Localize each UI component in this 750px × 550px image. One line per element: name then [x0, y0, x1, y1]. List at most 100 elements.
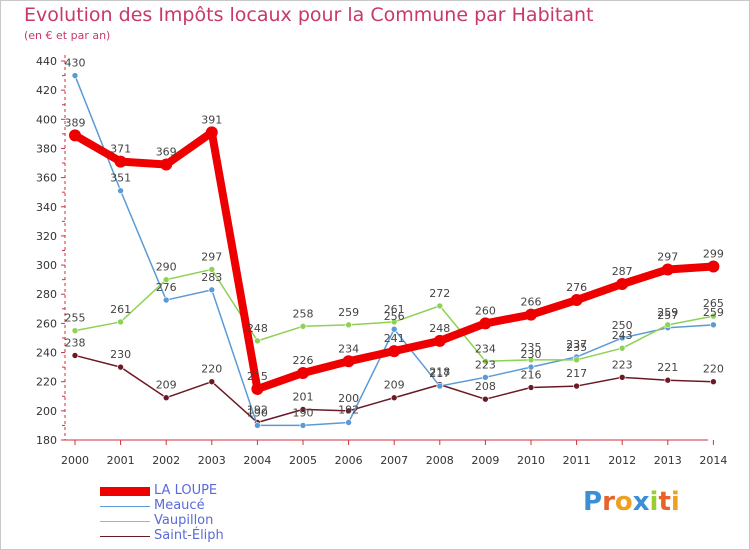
- x-tick-label: 2002: [152, 454, 180, 467]
- data-point-meauc: [527, 363, 535, 371]
- y-tick-label: 340: [36, 201, 57, 214]
- y-tick-label: 380: [36, 142, 57, 155]
- data-label-vaupillon: 259: [657, 306, 678, 319]
- legend-swatch-saint-eliph: [100, 536, 150, 537]
- data-point-saint-liph: [664, 376, 672, 384]
- logo-letter: r: [602, 487, 615, 517]
- data-point-la-loupe: [160, 158, 173, 171]
- x-tick-label: 2012: [608, 454, 636, 467]
- data-point-meauc: [299, 422, 307, 429]
- data-point-saint-liph: [527, 384, 535, 391]
- logo-letter: o: [614, 487, 633, 517]
- data-label-la-loupe: 276: [566, 281, 587, 294]
- x-tick-label: 2010: [517, 454, 545, 467]
- data-label-saint-liph: 192: [247, 404, 268, 417]
- data-label-vaupillon: 290: [156, 261, 177, 274]
- data-point-vaupillon: [527, 356, 535, 364]
- data-label-vaupillon: 235: [566, 341, 587, 354]
- data-point-vaupillon: [390, 318, 398, 326]
- data-point-vaupillon: [299, 322, 307, 330]
- data-point-meauc: [208, 286, 216, 294]
- data-label-vaupillon: 265: [703, 297, 724, 310]
- y-tick-label: 300: [36, 259, 57, 272]
- x-tick-label: 2004: [243, 454, 271, 467]
- legend-label: Saint-Éliph: [154, 528, 224, 543]
- data-point-meauc: [482, 374, 489, 381]
- data-label-vaupillon: 272: [429, 287, 450, 300]
- legend-label: Vaupillon: [154, 513, 214, 528]
- data-point-vaupillon: [664, 321, 672, 329]
- legend-item-vaupillon: Vaupillon: [100, 514, 300, 529]
- data-point-meauc: [71, 72, 79, 79]
- y-tick-label: 260: [36, 317, 57, 330]
- x-tick-label: 2013: [654, 454, 682, 467]
- legend-swatch-la-loupe: [100, 487, 150, 496]
- data-point-la-loupe: [69, 129, 81, 142]
- logo-letter: x: [632, 487, 650, 517]
- data-label-la-loupe: 371: [110, 143, 131, 156]
- data-label-la-loupe: 369: [156, 145, 177, 158]
- data-point-la-loupe: [525, 308, 537, 321]
- x-tick-label: 2011: [563, 454, 591, 467]
- legend-swatch-vaupillon: [100, 521, 150, 522]
- y-tick-label: 320: [36, 230, 57, 243]
- data-label-meauc: 192: [338, 404, 359, 417]
- data-label-la-loupe: 215: [247, 370, 268, 383]
- data-label-saint-liph: 216: [521, 369, 542, 382]
- data-label-la-loupe: 226: [293, 354, 314, 367]
- legend-item-saint-eliph: Saint-Éliph: [100, 529, 300, 544]
- data-label-meauc: 190: [293, 406, 314, 419]
- data-point-meauc: [345, 419, 352, 426]
- data-point-la-loupe: [205, 126, 218, 139]
- data-label-meauc: 217: [429, 367, 450, 380]
- data-point-vaupillon: [208, 266, 216, 273]
- data-label-la-loupe: 260: [475, 304, 496, 317]
- data-label-la-loupe: 299: [703, 248, 724, 261]
- x-tick-label: 2005: [289, 454, 317, 467]
- data-point-vaupillon: [117, 318, 124, 326]
- x-tick-label: 2003: [198, 454, 226, 467]
- data-label-vaupillon: 248: [247, 322, 268, 335]
- legend-item-meauce: Meaucé: [100, 499, 300, 514]
- legend-swatch-meauce: [100, 506, 150, 507]
- data-label-la-loupe: 389: [65, 116, 86, 129]
- data-label-vaupillon: 261: [384, 303, 405, 316]
- data-label-meauc: 256: [384, 310, 405, 323]
- x-tick-label: 2009: [471, 454, 499, 467]
- data-point-vaupillon: [710, 312, 717, 320]
- data-point-meauc: [390, 325, 398, 333]
- y-tick-label: 440: [36, 55, 57, 68]
- x-tick-label: 2008: [426, 454, 454, 467]
- data-label-saint-liph: 223: [612, 358, 633, 371]
- data-label-meauc: 237: [566, 338, 587, 351]
- x-tick-label: 2000: [61, 454, 89, 467]
- data-label-la-loupe: 297: [657, 250, 678, 263]
- data-label-vaupillon: 243: [612, 329, 633, 342]
- data-label-la-loupe: 287: [612, 265, 633, 278]
- data-point-saint-liph: [710, 378, 717, 385]
- x-tick-label: 2014: [699, 454, 727, 467]
- data-point-saint-liph: [208, 378, 216, 385]
- data-label-meauc: 190: [247, 406, 268, 419]
- data-label-saint-liph: 209: [384, 379, 405, 392]
- data-label-saint-liph: 200: [338, 392, 359, 405]
- y-tick-label: 280: [36, 288, 57, 301]
- data-label-saint-liph: 221: [657, 361, 678, 374]
- data-point-saint-liph: [573, 382, 580, 390]
- data-point-vaupillon: [618, 344, 626, 352]
- data-label-saint-liph: 238: [65, 336, 86, 349]
- data-point-la-loupe: [616, 278, 629, 291]
- data-point-meauc: [618, 334, 626, 342]
- data-point-la-loupe: [570, 294, 583, 307]
- data-label-meauc: 223: [475, 358, 496, 371]
- data-label-vaupillon: 258: [293, 307, 314, 320]
- data-label-saint-liph: 230: [110, 348, 131, 361]
- logo-letter: i: [649, 487, 659, 517]
- data-label-meauc: 230: [521, 348, 542, 361]
- data-point-saint-liph: [162, 394, 170, 402]
- data-point-saint-liph: [71, 352, 79, 359]
- data-label-meauc: 250: [612, 319, 633, 332]
- data-label-saint-liph: 218: [429, 366, 450, 379]
- data-point-vaupillon: [162, 276, 170, 283]
